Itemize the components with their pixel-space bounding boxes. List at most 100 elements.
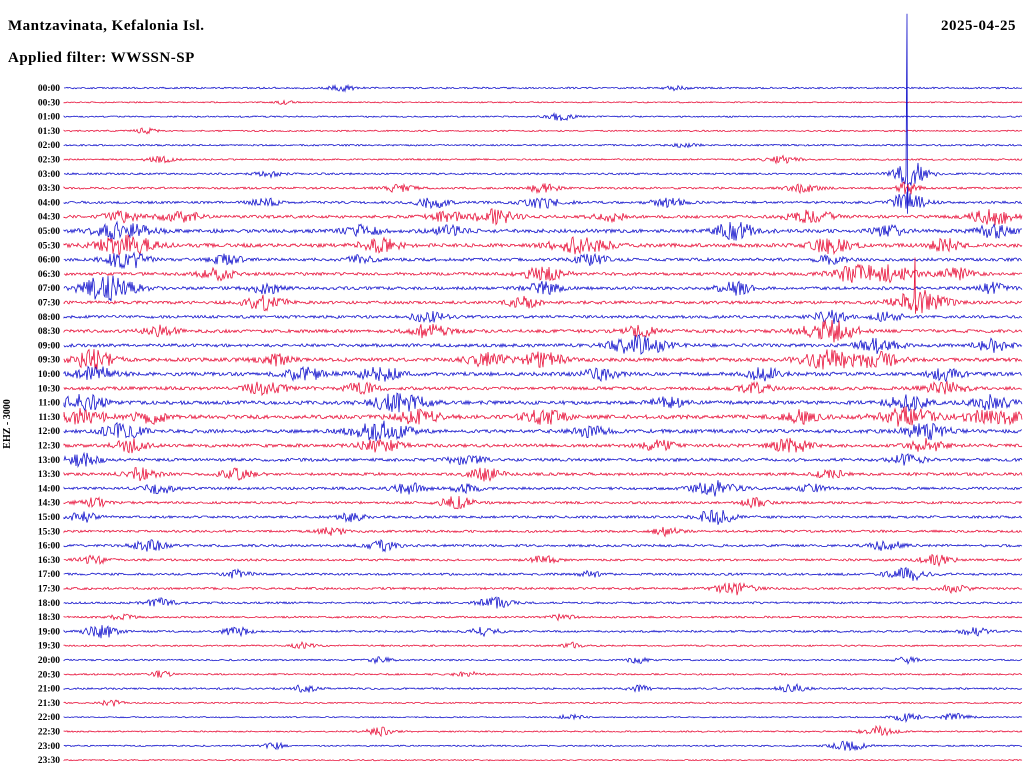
trace-row	[63, 437, 1023, 454]
row-time-label: 00:30	[38, 98, 60, 108]
trace-row	[63, 670, 1023, 678]
row-time-label: 04:00	[38, 198, 60, 208]
trace-row	[63, 380, 1023, 397]
trace-row	[63, 526, 1023, 538]
row-time-label: 12:30	[38, 442, 60, 452]
trace-row	[63, 257, 1023, 314]
trace-row	[63, 365, 1023, 383]
row-time-label: 22:30	[38, 728, 60, 738]
row-time-label: 07:30	[38, 299, 60, 309]
row-time-label: 10:00	[38, 370, 60, 380]
row-time-label: 21:00	[38, 685, 60, 695]
row-time-label: 09:00	[38, 341, 60, 351]
trace-row	[63, 451, 1023, 468]
row-time-label: 02:30	[38, 156, 60, 166]
row-time-label: 19:30	[38, 642, 60, 652]
row-time-label: 22:00	[38, 713, 60, 723]
row-label-group: 00:00 00:30 01:00 01:30 02:00 02:30 03:00 03:30…	[38, 84, 60, 766]
trace-row	[63, 596, 1022, 609]
trace-row	[63, 480, 1023, 497]
trace-row	[63, 208, 1023, 226]
row-time-label: 06:30	[38, 270, 60, 280]
row-time-label: 14:30	[38, 499, 60, 509]
trace-row	[63, 112, 1023, 121]
row-time-label: 16:30	[38, 556, 60, 566]
trace-row	[63, 13, 1023, 214]
row-time-label: 21:30	[38, 699, 60, 709]
trace-row	[63, 406, 1023, 427]
row-time-label: 15:00	[38, 513, 60, 523]
trace-row	[63, 181, 1023, 195]
trace-row	[63, 625, 1023, 639]
trace-row	[63, 613, 1023, 622]
date-label: 2025-04-25	[941, 18, 1016, 34]
row-time-label: 01:00	[38, 113, 60, 123]
trace-row	[63, 466, 1023, 482]
trace-row	[63, 758, 1023, 762]
row-time-label: 13:30	[38, 470, 60, 480]
row-time-label: 02:00	[38, 141, 60, 151]
row-time-label: 18:30	[38, 613, 60, 623]
filter-label: Applied filter: WWSSN-SP	[8, 50, 195, 66]
trace-row	[63, 126, 1023, 135]
row-time-label: 11:00	[38, 399, 60, 409]
row-time-label: 03:00	[38, 170, 60, 180]
row-time-label: 14:00	[38, 484, 60, 494]
trace-row	[63, 83, 1023, 93]
trace-row	[63, 319, 1023, 343]
trace-row	[63, 712, 1023, 723]
trace-row	[63, 99, 1023, 105]
trace-row	[63, 251, 1023, 270]
row-time-label: 08:30	[38, 327, 60, 337]
row-time-label: 17:30	[38, 585, 60, 595]
trace-row	[63, 509, 1023, 525]
row-time-label: 04:30	[38, 213, 60, 223]
trace-row	[63, 495, 1023, 510]
trace-row	[63, 682, 1023, 693]
row-time-label: 09:30	[38, 356, 60, 366]
trace-row	[63, 220, 1023, 241]
trace-group	[63, 13, 1023, 762]
row-time-label: 00:00	[38, 84, 60, 94]
trace-row	[63, 566, 1023, 582]
trace-row	[63, 699, 1023, 707]
channel-scale-label: EHZ - 3000	[2, 399, 13, 448]
trace-row	[63, 420, 1023, 442]
row-time-label: 10:30	[38, 384, 60, 394]
trace-row	[63, 641, 1023, 649]
row-time-label: 05:00	[38, 227, 60, 237]
station-title: Mantzavinata, Kefalonia Isl.	[8, 18, 205, 34]
row-time-label: 15:30	[38, 527, 60, 537]
trace-row	[63, 142, 1023, 149]
trace-row	[63, 334, 1023, 355]
trace-row	[63, 234, 1023, 256]
trace-row	[63, 655, 1023, 666]
trace-row	[63, 582, 1023, 596]
row-time-label: 06:00	[38, 256, 60, 266]
row-time-label: 23:30	[38, 756, 60, 766]
trace-row	[63, 348, 1023, 370]
row-time-label: 20:00	[38, 656, 60, 666]
row-time-label: 05:30	[38, 241, 60, 251]
row-time-label: 19:00	[38, 627, 60, 637]
row-time-label: 12:00	[38, 427, 60, 437]
row-time-label: 01:30	[38, 127, 60, 137]
trace-row	[63, 392, 1023, 413]
row-time-label: 11:30	[38, 413, 60, 423]
trace-row	[63, 309, 1023, 324]
row-time-label: 08:00	[38, 313, 60, 323]
row-time-label: 03:30	[38, 184, 60, 194]
row-time-label: 23:00	[38, 742, 60, 752]
row-time-label: 17:00	[38, 570, 60, 580]
row-time-label: 13:00	[38, 456, 60, 466]
row-time-label: 16:00	[38, 542, 60, 552]
trace-row	[63, 539, 1023, 553]
row-time-label: 07:00	[38, 284, 60, 294]
row-time-label: 18:00	[38, 599, 60, 609]
trace-row	[63, 740, 1023, 752]
trace-row	[63, 553, 1023, 568]
trace-row	[63, 191, 1023, 210]
trace-row	[63, 275, 1023, 302]
trace-row	[63, 724, 1023, 738]
